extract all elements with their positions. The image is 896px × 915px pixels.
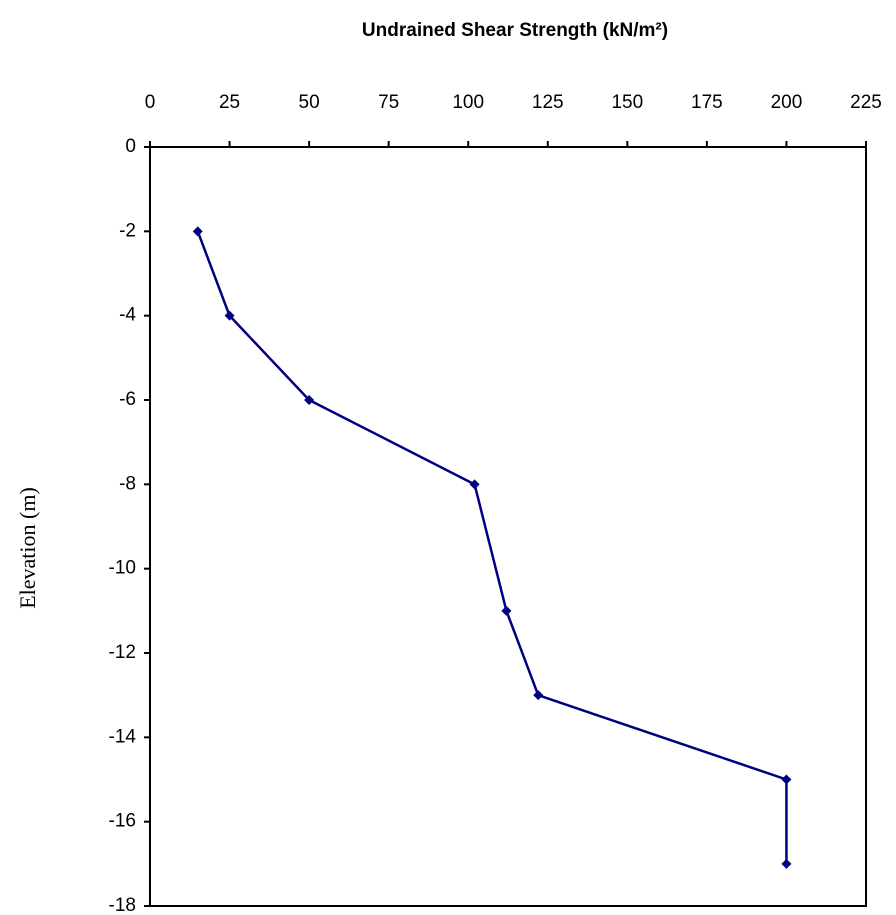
- x-tick-label: 0: [145, 92, 156, 113]
- y-tick-label: -18: [109, 895, 136, 915]
- y-tick-label: -8: [119, 473, 136, 494]
- data-point: [781, 858, 792, 869]
- data-point: [192, 226, 203, 237]
- x-tick-label: 225: [850, 92, 882, 113]
- x-tick-label: 200: [771, 92, 803, 113]
- y-tick-label: -2: [119, 220, 136, 241]
- data-point: [533, 690, 544, 701]
- data-point: [501, 605, 512, 616]
- data-line: [196, 230, 788, 864]
- y-tick-label: -10: [109, 558, 136, 579]
- y-axis-label: Elevation (m): [15, 487, 40, 609]
- data-point: [469, 479, 480, 490]
- y-tick-label: -4: [119, 305, 136, 326]
- data-point: [224, 310, 235, 321]
- x-tick-label: 150: [611, 92, 643, 113]
- y-tick-label: -12: [109, 642, 136, 663]
- x-tick-label: 100: [452, 92, 484, 113]
- plot-frame: [149, 146, 867, 907]
- x-tick-label: 125: [532, 92, 564, 113]
- data-point: [781, 774, 792, 785]
- data-point: [304, 395, 315, 405]
- y-tick-label: 0: [125, 136, 136, 157]
- x-tick-label: 25: [219, 92, 240, 113]
- y-tick-label: -14: [109, 726, 137, 747]
- x-tick-label: 175: [691, 92, 723, 113]
- y-tick-label: -6: [119, 389, 136, 410]
- x-tick-label: 50: [299, 92, 320, 113]
- chart-title: Undrained Shear Strength (kN/m²): [362, 20, 668, 41]
- x-tick-label: 75: [378, 92, 399, 113]
- y-tick-label: -16: [109, 811, 136, 832]
